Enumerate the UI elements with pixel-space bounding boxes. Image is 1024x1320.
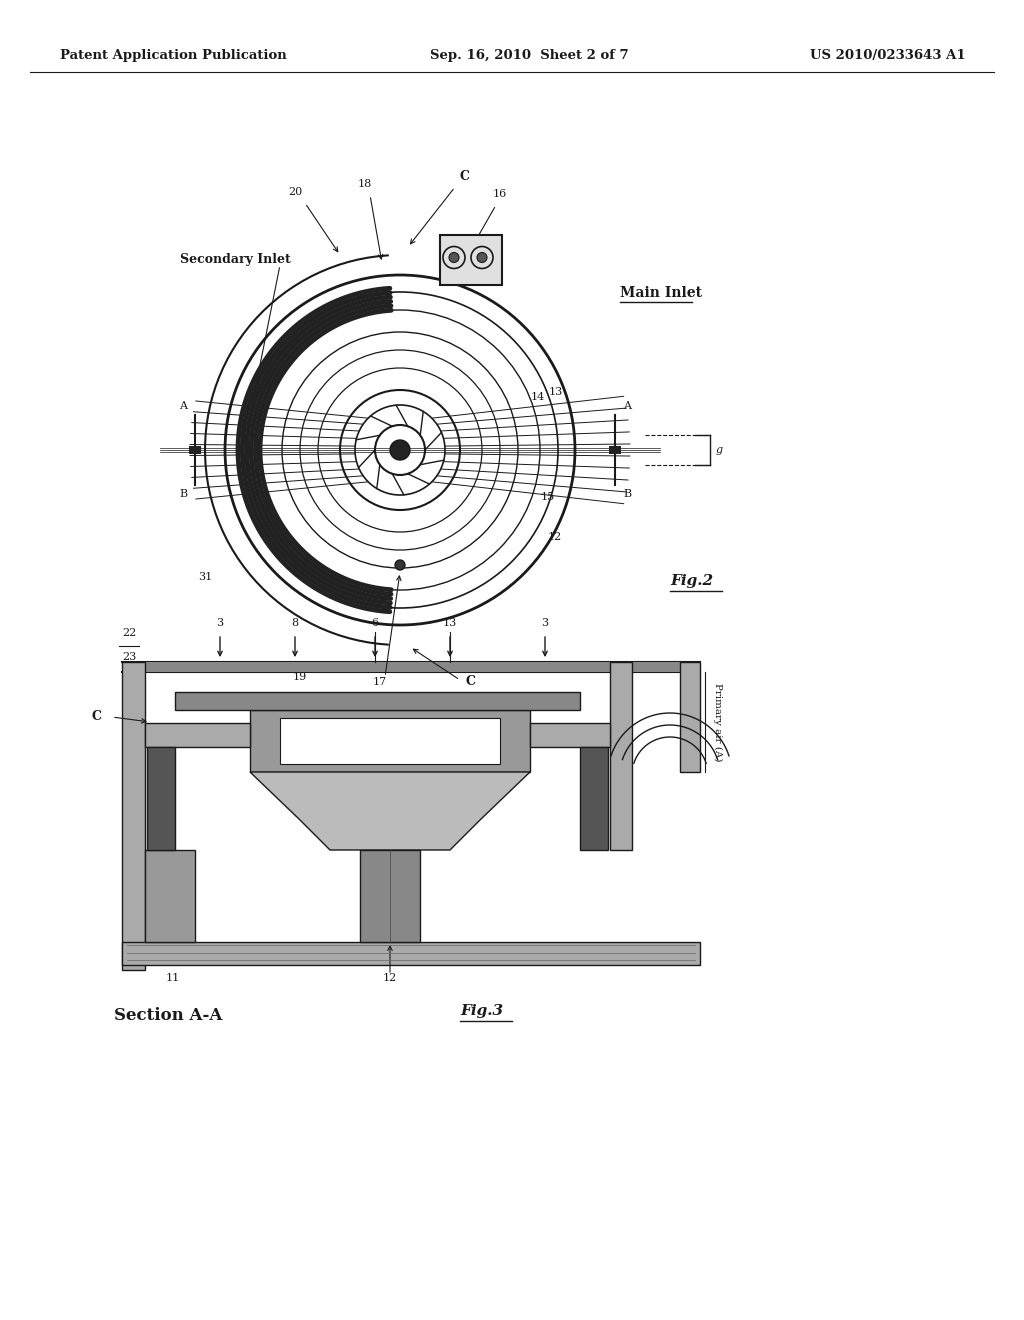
Text: C: C xyxy=(92,710,102,723)
FancyBboxPatch shape xyxy=(280,718,500,764)
FancyBboxPatch shape xyxy=(360,850,420,942)
Text: 17: 17 xyxy=(373,677,387,686)
Text: 18: 18 xyxy=(357,180,372,189)
FancyBboxPatch shape xyxy=(580,747,608,850)
Text: 6: 6 xyxy=(372,618,379,628)
Text: Fig.3: Fig.3 xyxy=(460,1005,503,1018)
FancyBboxPatch shape xyxy=(175,692,580,710)
Text: 12: 12 xyxy=(383,973,397,983)
Text: Sep. 16, 2010  Sheet 2 of 7: Sep. 16, 2010 Sheet 2 of 7 xyxy=(430,49,629,62)
FancyBboxPatch shape xyxy=(530,723,610,747)
Text: 22: 22 xyxy=(122,628,136,638)
FancyBboxPatch shape xyxy=(122,663,145,970)
Circle shape xyxy=(395,560,406,570)
Text: g: g xyxy=(716,445,723,455)
Text: 31: 31 xyxy=(198,572,212,582)
Text: Section A-A: Section A-A xyxy=(114,1007,222,1024)
Text: 13: 13 xyxy=(549,387,563,397)
Text: Patent Application Publication: Patent Application Publication xyxy=(60,49,287,62)
FancyBboxPatch shape xyxy=(145,850,195,942)
Text: 3: 3 xyxy=(542,618,549,628)
FancyBboxPatch shape xyxy=(147,747,175,850)
FancyBboxPatch shape xyxy=(145,723,250,747)
Text: 13: 13 xyxy=(442,618,457,628)
Text: Secondary Inlet: Secondary Inlet xyxy=(180,253,291,267)
Text: Main Inlet: Main Inlet xyxy=(620,286,702,300)
Text: B: B xyxy=(179,488,187,499)
Text: Fig.2: Fig.2 xyxy=(670,574,713,587)
Text: 12: 12 xyxy=(548,532,562,543)
FancyBboxPatch shape xyxy=(175,692,580,710)
FancyBboxPatch shape xyxy=(122,663,700,672)
Circle shape xyxy=(477,252,487,263)
Text: 11: 11 xyxy=(166,973,180,983)
FancyBboxPatch shape xyxy=(610,663,632,850)
Text: 14: 14 xyxy=(530,392,545,403)
Text: 23: 23 xyxy=(122,652,136,663)
Text: 16: 16 xyxy=(493,189,507,199)
Text: C: C xyxy=(465,675,475,688)
Text: 15: 15 xyxy=(541,492,555,502)
Text: C: C xyxy=(460,170,470,183)
Text: 19: 19 xyxy=(293,672,307,682)
FancyBboxPatch shape xyxy=(440,235,502,285)
Circle shape xyxy=(390,440,410,459)
FancyBboxPatch shape xyxy=(609,446,621,454)
Text: 20: 20 xyxy=(288,187,302,197)
Text: B: B xyxy=(623,488,631,499)
Text: Primary air (A): Primary air (A) xyxy=(714,682,723,762)
FancyBboxPatch shape xyxy=(250,710,530,772)
Text: US 2010/0233643 A1: US 2010/0233643 A1 xyxy=(810,49,966,62)
Text: A: A xyxy=(623,401,631,411)
FancyBboxPatch shape xyxy=(680,663,700,772)
Circle shape xyxy=(449,252,459,263)
Text: 3: 3 xyxy=(216,618,223,628)
Text: 8: 8 xyxy=(292,618,299,628)
Text: A: A xyxy=(179,401,187,411)
FancyBboxPatch shape xyxy=(189,446,201,454)
Polygon shape xyxy=(250,772,530,850)
FancyBboxPatch shape xyxy=(122,942,700,965)
